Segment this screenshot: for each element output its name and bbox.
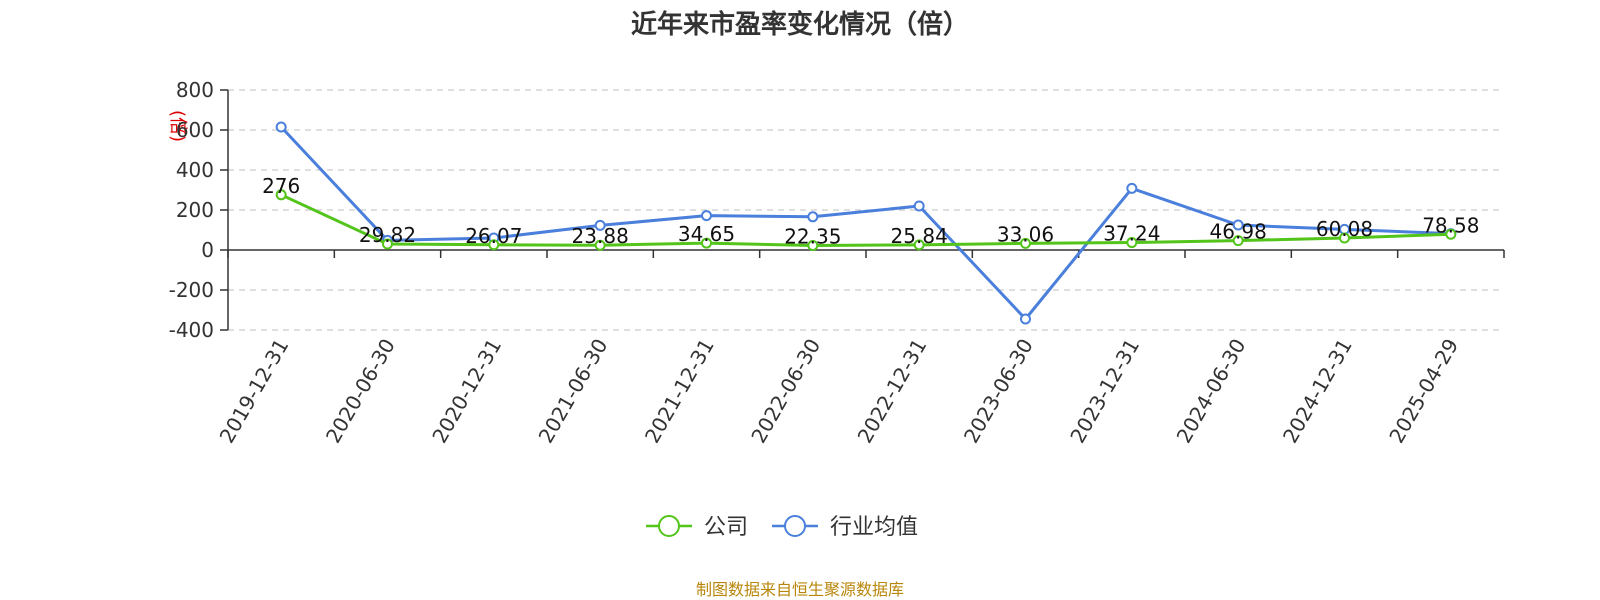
x-tick-label: 2023-06-30 bbox=[959, 335, 1038, 448]
company-data-label: 29.82 bbox=[359, 223, 416, 247]
legend-item-industry[interactable]: 行业均值 bbox=[772, 515, 918, 540]
legend-marker bbox=[784, 515, 806, 537]
x-tick-label: 2025-04-29 bbox=[1384, 335, 1463, 448]
company-data-label: 60.08 bbox=[1316, 217, 1373, 241]
y-tick-label: -200 bbox=[169, 278, 214, 302]
company-data-label: 46.98 bbox=[1210, 220, 1267, 244]
y-tick-label: 0 bbox=[201, 238, 214, 262]
company-data-label: 276 bbox=[262, 174, 300, 198]
x-tick-label: 2024-06-30 bbox=[1172, 335, 1251, 448]
x-tick-label: 2021-12-31 bbox=[640, 335, 719, 448]
legend-label: 公司 bbox=[704, 515, 748, 540]
company-point[interactable] bbox=[1445, 228, 1457, 240]
data-labels: 276 29.82 26.07 23.88 34.65 22.35 25.84 33.06 37… bbox=[262, 174, 1479, 249]
x-tick-label: 2022-06-30 bbox=[746, 335, 825, 448]
company-data-label: 78.58 bbox=[1422, 213, 1479, 237]
company-point[interactable] bbox=[1020, 237, 1031, 249]
x-tick-label: 2021-06-30 bbox=[534, 335, 613, 448]
industry-point[interactable] bbox=[913, 200, 925, 212]
x-tick-label: 2024-12-31 bbox=[1278, 335, 1357, 448]
company-line bbox=[280, 193, 1451, 248]
y-tick-label: -400 bbox=[169, 318, 214, 342]
company-data-label: 23.88 bbox=[572, 224, 629, 248]
x-tick-label: 2019-12-31 bbox=[215, 335, 294, 448]
company-point[interactable] bbox=[488, 239, 500, 251]
company-data-label: 34.65 bbox=[678, 222, 735, 246]
source-note: 制图数据来自恒生聚源数据库 bbox=[696, 580, 904, 599]
legend-item-company[interactable]: 公司 bbox=[646, 515, 748, 540]
company-point[interactable] bbox=[275, 189, 287, 201]
company-point[interactable] bbox=[913, 239, 925, 251]
y-tick-label: 800 bbox=[176, 78, 214, 102]
series-lines bbox=[275, 121, 1457, 325]
y-tick-label: 600 bbox=[176, 118, 214, 142]
y-axis-label: (倍) bbox=[167, 110, 188, 142]
chart-title: 近年来市盈率变化情况（倍） bbox=[631, 9, 969, 40]
company-data-label: 33.06 bbox=[997, 222, 1054, 246]
industry-point[interactable] bbox=[807, 211, 819, 223]
legend-label: 行业均值 bbox=[830, 515, 918, 540]
company-data-label: 22.35 bbox=[784, 225, 841, 249]
industry-point[interactable] bbox=[1126, 182, 1138, 194]
x-tick-label: 2023-12-31 bbox=[1065, 335, 1144, 448]
company-point[interactable] bbox=[594, 239, 606, 251]
company-data-label: 26.07 bbox=[465, 224, 522, 248]
x-tick-label: 2022-12-31 bbox=[853, 335, 932, 448]
industry-point[interactable] bbox=[275, 121, 287, 133]
company-point[interactable] bbox=[382, 238, 393, 250]
y-tick-label: 200 bbox=[176, 198, 214, 222]
company-point[interactable] bbox=[1126, 237, 1138, 249]
industry-point[interactable] bbox=[1020, 313, 1031, 325]
industry-line bbox=[280, 125, 1451, 321]
x-tick-label: 2020-12-31 bbox=[427, 335, 506, 448]
company-point[interactable] bbox=[1339, 232, 1350, 244]
industry-point[interactable] bbox=[701, 210, 712, 222]
company-point[interactable] bbox=[701, 237, 712, 249]
y-tick-label: 400 bbox=[176, 158, 214, 182]
company-point[interactable] bbox=[807, 240, 819, 252]
company-data-label: 37.24 bbox=[1103, 222, 1160, 246]
company-point[interactable] bbox=[1232, 235, 1244, 247]
industry-point[interactable] bbox=[1232, 219, 1244, 231]
industry-point[interactable] bbox=[594, 219, 606, 231]
legend[interactable]: 公司 行业均值 bbox=[646, 515, 918, 540]
x-tick-label: 2020-06-30 bbox=[321, 335, 400, 448]
legend-marker bbox=[658, 515, 680, 537]
company-data-label: 25.84 bbox=[891, 224, 948, 248]
